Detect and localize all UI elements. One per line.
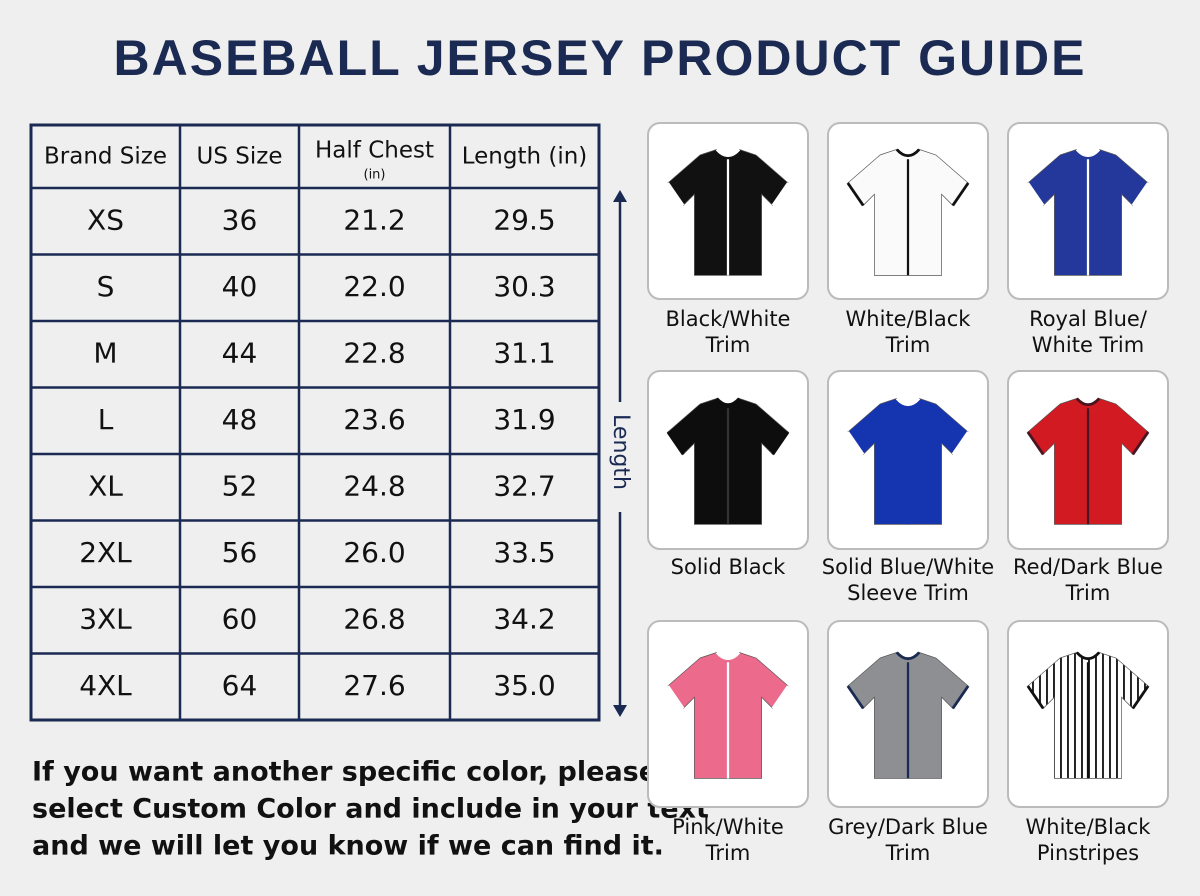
table-frame [29,123,601,722]
jersey-trim [666,651,790,710]
cell: 60 [222,602,258,635]
jersey-trim [846,397,970,456]
product-label: Grey/Dark Blue [828,815,988,839]
product-label: White/Black [846,307,972,331]
note: If you want another specific color, plea… [32,757,709,862]
jersey-image [1026,397,1150,525]
column-header: Length (in) [462,144,588,170]
cell: 26.0 [343,536,405,569]
jersey-trim [666,148,790,207]
product-label: Trim [705,841,751,865]
cell: 27.6 [343,669,405,702]
jersey-trim [1026,148,1150,207]
cell: 33.5 [493,536,555,569]
size-table: Brand Size US Size Half Chest (in) Length (i… [31,125,599,720]
cell: 32.7 [493,469,555,502]
cell: 52 [222,469,258,502]
cell: 48 [222,403,258,436]
product-label: Royal Blue/ [1029,307,1148,331]
cell: 4XL [79,669,132,702]
cell: 21.2 [343,203,405,236]
cell: 44 [222,336,258,369]
column-header: Half Chest [315,138,434,164]
product-label: White Trim [1032,333,1144,357]
column-header: Brand Size [44,144,167,170]
column-unit: (in) [364,168,386,183]
note-line: If you want another specific color, plea… [32,757,657,788]
cell: 34.2 [493,602,555,635]
cell: 22.8 [343,336,405,369]
jersey-image [1026,148,1150,276]
cell: L [98,403,114,436]
jersey-trim [846,651,970,710]
cell: S [97,270,115,303]
cell: 30.3 [493,270,555,303]
jersey-image [666,148,790,276]
product-label: Red/Dark Blue [1013,555,1163,579]
product-label: Trim [885,333,931,357]
cell: 35.0 [493,669,555,702]
product-label: Pinstripes [1037,841,1139,865]
cell: M [93,336,117,369]
jersey-trim [1026,651,1150,710]
jersey-trim [846,148,970,207]
cell: 36 [222,203,258,236]
cell: 23.6 [343,403,405,436]
jersey-image [846,651,970,779]
jersey-image [846,148,970,276]
jersey-trim [1026,397,1150,456]
cell: 3XL [79,602,132,635]
jersey-image [846,397,970,525]
cell: 40 [222,270,258,303]
jersey-trim [666,397,790,456]
jersey-image [666,397,790,525]
cell: XS [87,203,124,236]
title: BASEBALL JERSEY PRODUCT GUIDE [114,30,1087,86]
product-label: Black/White [666,307,791,331]
cell: 31.9 [493,403,555,436]
product-label: Trim [705,333,751,357]
length-arrow: Length [608,190,633,717]
note-line: select Custom Color and include in your … [32,794,709,825]
product-label: Solid Black [671,555,787,579]
cell: 26.8 [343,602,405,635]
length-label: Length [608,414,633,490]
product-label: Pink/White [672,815,784,839]
cell: 29.5 [493,203,555,236]
product-label: Solid Blue/White [822,555,994,579]
product-label: White/Black [1026,815,1152,839]
jersey-image [1026,651,1150,779]
cell: XL [88,469,123,502]
cell: 2XL [79,536,132,569]
product-label: Sleeve Trim [847,581,969,605]
cell: 22.0 [343,270,405,303]
cell: 56 [222,536,258,569]
product-label: Trim [1065,581,1111,605]
jersey-image [666,651,790,779]
column-header: US Size [197,144,283,170]
note-line: and we will let you know if we can find … [32,831,664,862]
cell: 24.8 [343,469,405,502]
cell: 31.1 [493,336,555,369]
product-label: Trim [885,841,931,865]
cell: 64 [222,669,258,702]
